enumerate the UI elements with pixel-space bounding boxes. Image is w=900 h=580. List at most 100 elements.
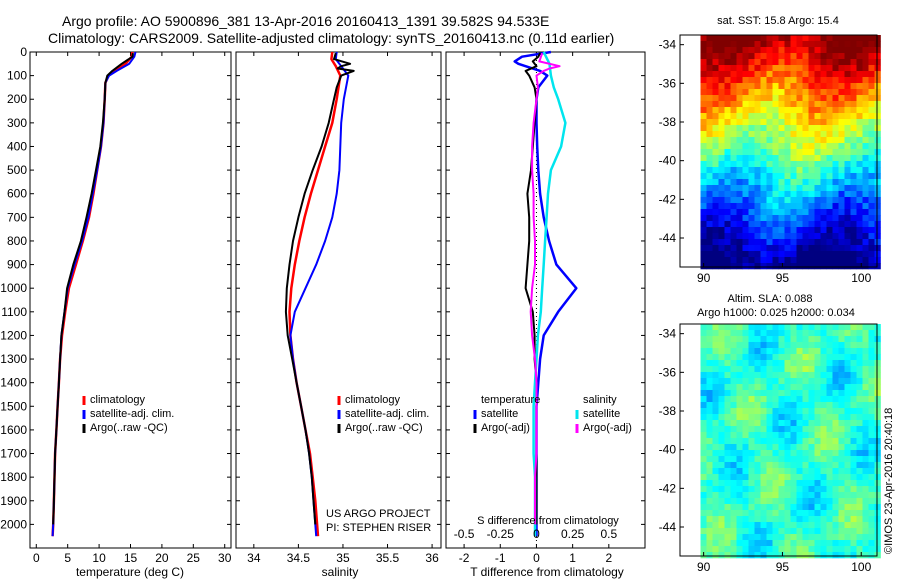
sst-map-cell bbox=[802, 185, 809, 192]
sst-map-cell bbox=[814, 197, 821, 204]
sla-map-cell bbox=[814, 372, 821, 379]
sst-map-cell bbox=[742, 239, 749, 246]
sst-map-cell bbox=[838, 251, 845, 258]
sla-map-cell bbox=[868, 360, 875, 367]
sst-map-cell bbox=[784, 101, 791, 108]
sst-map-cell bbox=[718, 59, 725, 66]
sst-map-cell bbox=[784, 125, 791, 132]
sla-map-cell bbox=[706, 330, 713, 337]
sla-map-cell bbox=[838, 510, 845, 517]
sst-map-cell bbox=[814, 113, 821, 120]
sst-map-cell bbox=[748, 221, 755, 228]
sla-map-cell bbox=[718, 372, 725, 379]
sla-map-cell bbox=[778, 426, 785, 433]
sst-map-cell bbox=[838, 185, 845, 192]
sst-map-cell bbox=[712, 95, 719, 102]
sla-map-cell bbox=[754, 534, 761, 541]
temperature-y-tick-label: 1000 bbox=[0, 281, 27, 295]
sst-map-cell bbox=[796, 53, 803, 60]
sst-map-cell bbox=[826, 185, 833, 192]
sst-map-cell bbox=[832, 53, 839, 60]
sst-map-cell bbox=[730, 89, 737, 96]
sla-map-cell bbox=[820, 504, 827, 511]
sst-map-cell bbox=[796, 251, 803, 258]
sst-map-cell bbox=[700, 161, 707, 168]
sst-map-cell bbox=[862, 155, 869, 162]
sla-map-cell bbox=[802, 432, 809, 439]
sst-map-cell bbox=[760, 77, 767, 84]
sla-map-cell bbox=[796, 324, 803, 331]
sst-map-cell bbox=[820, 185, 827, 192]
sla-map-cell bbox=[784, 402, 791, 409]
sst-map-cell bbox=[808, 143, 815, 150]
sla-map-cell bbox=[874, 366, 881, 373]
sla-map-cell bbox=[748, 498, 755, 505]
sst-map-cell bbox=[808, 125, 815, 132]
sla-map-cell bbox=[838, 342, 845, 349]
sla-map-cell bbox=[820, 480, 827, 487]
sst-map-cell bbox=[736, 83, 743, 90]
sla-map-cell bbox=[826, 414, 833, 421]
sst-map-cell bbox=[790, 59, 797, 66]
sst-map-cell bbox=[820, 35, 827, 42]
sla-map-cell bbox=[748, 468, 755, 475]
sla-map-cell bbox=[832, 426, 839, 433]
sla-map-cell bbox=[724, 492, 731, 499]
sst-map-cell bbox=[772, 245, 779, 252]
sla-map-cell bbox=[790, 504, 797, 511]
sst-map-cell bbox=[718, 245, 725, 252]
sla-map-cell bbox=[826, 408, 833, 415]
sst-map-cell bbox=[784, 65, 791, 72]
sla-map-cell bbox=[802, 504, 809, 511]
sst-map-cell bbox=[790, 197, 797, 204]
sst-map-cell bbox=[856, 167, 863, 174]
sst-map-cell bbox=[820, 233, 827, 240]
sst-map-cell bbox=[712, 137, 719, 144]
sla-map-cell bbox=[784, 528, 791, 535]
sst-map-cell bbox=[832, 203, 839, 210]
sla-map-cell bbox=[718, 438, 725, 445]
sst-map-cell bbox=[766, 167, 773, 174]
sla-map-cell bbox=[826, 516, 833, 523]
sla-map-cell bbox=[790, 552, 797, 559]
salinity-argo-line bbox=[284, 52, 355, 525]
sst-map-cell bbox=[760, 179, 767, 186]
sst-map-cell bbox=[802, 263, 809, 270]
sst-map-cell bbox=[838, 107, 845, 114]
sla-map-cell bbox=[826, 444, 833, 451]
sla-map-cell bbox=[772, 516, 779, 523]
sst-map-cell bbox=[718, 47, 725, 54]
sla-map-cell bbox=[730, 528, 737, 535]
sla-map-cell bbox=[868, 408, 875, 415]
sst-map-cell bbox=[700, 41, 707, 48]
sst-map-cell bbox=[820, 209, 827, 216]
sst-map-cell bbox=[700, 95, 707, 102]
sla-map-cell bbox=[736, 474, 743, 481]
sst-map-cell bbox=[856, 125, 863, 132]
sla-map-cell bbox=[736, 396, 743, 403]
sst-map-cell bbox=[790, 239, 797, 246]
sst-map-cell bbox=[802, 155, 809, 162]
sla-map-cell bbox=[868, 354, 875, 361]
sst-map-cell bbox=[772, 95, 779, 102]
sla-map-cell bbox=[706, 336, 713, 343]
sla-map-cell bbox=[862, 522, 869, 529]
sst-map-cell bbox=[820, 221, 827, 228]
sst-map-cell bbox=[754, 77, 761, 84]
imos-credit: ©IMOS 23-Apr-2016 20:40:18 bbox=[883, 408, 895, 554]
sla-map-cell bbox=[736, 504, 743, 511]
sla-map-cell bbox=[790, 492, 797, 499]
sla-map-cell bbox=[826, 498, 833, 505]
sla-map-cell bbox=[754, 420, 761, 427]
difference-x-tick-label: -1 bbox=[495, 551, 506, 565]
difference-top-tick-label: 0.25 bbox=[561, 527, 585, 541]
sst-map-cell bbox=[730, 167, 737, 174]
sla-map-cell bbox=[742, 438, 749, 445]
sst-map-cell bbox=[730, 65, 737, 72]
sla-map-cell bbox=[850, 432, 857, 439]
sla-map-cell bbox=[700, 378, 707, 385]
sst-map-cell bbox=[736, 95, 743, 102]
sla-map-cell bbox=[748, 450, 755, 457]
sla-map-cell bbox=[862, 354, 869, 361]
sla-map-cell bbox=[736, 528, 743, 535]
